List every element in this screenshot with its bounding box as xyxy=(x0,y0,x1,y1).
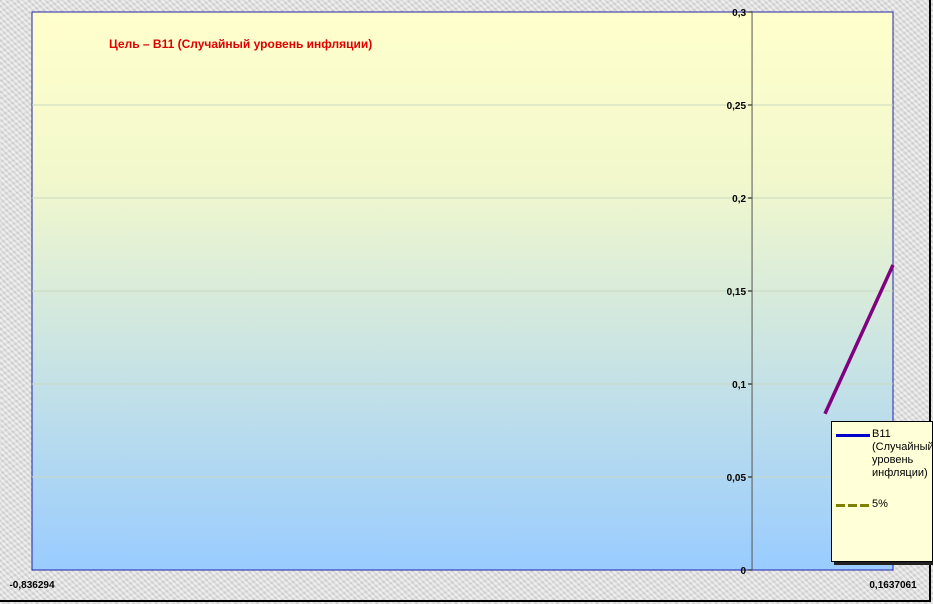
x-tick-label: -0,836294 xyxy=(9,580,54,591)
y-tick-label: 0,25 xyxy=(727,101,747,112)
legend-item-5pct: 5% xyxy=(836,498,932,511)
series-line-0 xyxy=(823,264,895,415)
x-tick-label: 0,1637061 xyxy=(869,580,917,591)
legend-label: 5% xyxy=(872,498,888,510)
chart-title: Цель – B11 (Случайный уровень инфляции) xyxy=(109,37,372,51)
y-tick-label: 0,15 xyxy=(727,287,747,298)
y-tick-label: 0,1 xyxy=(732,380,746,391)
legend-solid-line-icon xyxy=(836,434,870,437)
legend-item-b11: B11 (Случайный уровень инфляции) xyxy=(836,428,933,480)
y-tick-label: 0,2 xyxy=(732,194,746,205)
legend-dashed-line-icon xyxy=(836,504,870,507)
y-tick-label: 0 xyxy=(740,566,746,577)
y-tick-label: 0,3 xyxy=(732,8,746,19)
legend: B11 (Случайный уровень инфляции) 5% xyxy=(831,421,933,562)
y-tick-label: 0,05 xyxy=(727,473,747,484)
legend-label: B11 (Случайный уровень инфляции) xyxy=(872,428,933,479)
